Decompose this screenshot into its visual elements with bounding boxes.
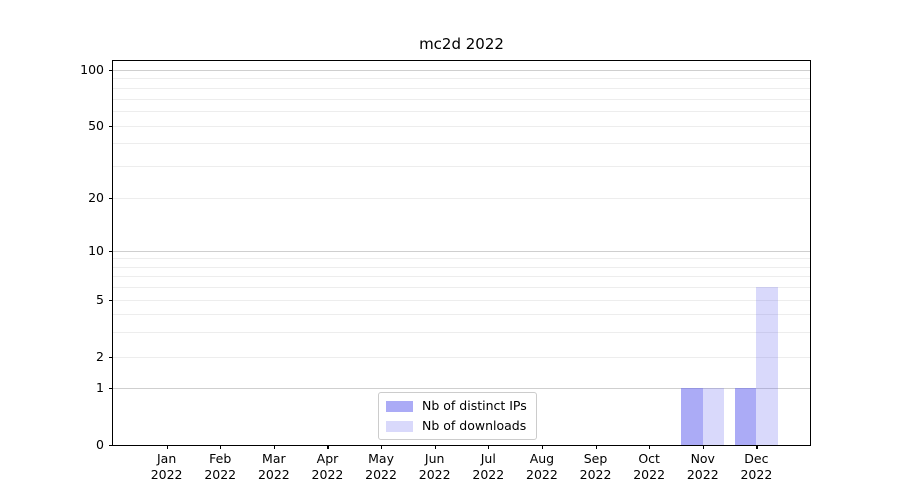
y-tick-mark-0 bbox=[109, 445, 113, 447]
gridline-minor-7 bbox=[112, 276, 810, 277]
x-tick-mark-oct bbox=[649, 445, 651, 449]
y-tick-label-1: 1 bbox=[96, 380, 104, 395]
y-tick-mark-5 bbox=[109, 300, 113, 302]
legend-entry-downloads: Nb of downloads bbox=[386, 419, 527, 433]
x-tick-mark-mar bbox=[273, 445, 276, 449]
chart-title: mc2d 2022 bbox=[419, 35, 504, 53]
bar-nb-of-downloads-dec bbox=[756, 286, 778, 445]
legend-entry-distinct-ips: Nb of distinct IPs bbox=[386, 399, 527, 413]
legend-swatch-distinct-ips-icon bbox=[386, 400, 413, 412]
x-tick-month: May bbox=[368, 451, 394, 466]
x-tick-label-aug: Aug 2022 bbox=[514, 451, 570, 482]
legend-label-distinct-ips: Nb of distinct IPs bbox=[422, 398, 527, 413]
x-tick-year: 2022 bbox=[740, 466, 773, 482]
gridline-minor-40 bbox=[112, 143, 810, 145]
y-tick-label-0: 0 bbox=[96, 437, 104, 452]
x-tick-year: 2022 bbox=[579, 466, 612, 482]
x-tick-month: Jan bbox=[156, 451, 177, 466]
x-tick-mark-aug bbox=[541, 445, 544, 449]
y-tick-mark-10 bbox=[109, 251, 113, 253]
gridline-minor-30 bbox=[112, 165, 810, 167]
x-tick-label-jul: Jul 2022 bbox=[460, 451, 516, 482]
gridline-major-100 bbox=[112, 69, 810, 71]
y-tick-label-20: 20 bbox=[88, 190, 104, 205]
x-tick-month: Dec bbox=[744, 451, 769, 466]
y-tick-mark-20 bbox=[109, 198, 113, 200]
x-tick-label-jun: Jun 2022 bbox=[407, 451, 463, 482]
x-tick-mark-apr bbox=[327, 445, 329, 449]
x-tick-year: 2022 bbox=[526, 466, 558, 482]
gridline-minor-50 bbox=[112, 125, 810, 127]
x-tick-month: Nov bbox=[690, 451, 715, 466]
gridline-minor-8 bbox=[112, 266, 810, 268]
x-tick-label-jan: Jan 2022 bbox=[139, 451, 195, 482]
x-tick-label-dec: Dec 2022 bbox=[728, 451, 784, 482]
x-tick-year: 2022 bbox=[257, 466, 290, 482]
gridline-minor-60 bbox=[112, 111, 810, 113]
y-tick-label-50: 50 bbox=[88, 118, 104, 133]
legend-swatch-downloads-icon bbox=[386, 420, 413, 432]
x-tick-month: Sep bbox=[583, 451, 608, 466]
x-tick-mark-may bbox=[381, 445, 383, 449]
x-tick-label-may: May 2022 bbox=[353, 451, 409, 482]
x-tick-year: 2022 bbox=[204, 466, 237, 482]
x-tick-mark-jan bbox=[166, 445, 168, 449]
x-tick-month: Aug bbox=[529, 451, 555, 466]
legend: Nb of distinct IPs Nb of downloads bbox=[378, 392, 537, 440]
gridline-minor-80 bbox=[112, 87, 810, 89]
gridline-major-10 bbox=[112, 250, 810, 252]
x-tick-year: 2022 bbox=[686, 466, 719, 482]
gridline-minor-20 bbox=[112, 197, 810, 199]
y-tick-label-5: 5 bbox=[96, 292, 104, 307]
x-tick-mark-nov bbox=[702, 445, 704, 449]
y-tick-mark-1 bbox=[109, 388, 113, 390]
x-tick-mark-jun bbox=[434, 445, 436, 449]
x-tick-label-nov: Nov 2022 bbox=[675, 451, 731, 482]
gridline-minor-3 bbox=[112, 331, 810, 333]
y-tick-mark-100 bbox=[109, 70, 113, 72]
y-tick-mark-2 bbox=[109, 357, 113, 359]
gridline-minor-9 bbox=[112, 258, 810, 260]
gridline-minor-4 bbox=[112, 313, 810, 315]
x-tick-year: 2022 bbox=[472, 466, 505, 482]
bar-nb-of-downloads-nov bbox=[702, 387, 725, 445]
x-tick-month: Jul bbox=[480, 451, 496, 466]
x-tick-year: 2022 bbox=[311, 466, 344, 482]
x-tick-label-mar: Mar 2022 bbox=[246, 451, 302, 482]
x-tick-label-oct: Oct 2022 bbox=[621, 451, 677, 482]
x-tick-label-sep: Sep 2022 bbox=[568, 451, 624, 482]
x-tick-month: Apr bbox=[316, 451, 339, 466]
gridline-minor-2 bbox=[112, 356, 810, 358]
x-tick-mark-dec bbox=[756, 445, 758, 449]
x-tick-month: Mar bbox=[262, 451, 286, 466]
y-tick-label-10: 10 bbox=[88, 243, 104, 258]
x-tick-month: Jun bbox=[424, 451, 445, 466]
gridline-major-1 bbox=[112, 387, 810, 389]
legend-label-downloads: Nb of downloads bbox=[422, 418, 527, 433]
x-tick-mark-jul bbox=[488, 445, 490, 449]
x-tick-year: 2022 bbox=[150, 466, 183, 482]
bar-nb-of-distinct-ips-dec bbox=[734, 387, 757, 445]
x-tick-year: 2022 bbox=[633, 466, 666, 482]
gridline-minor-90 bbox=[112, 78, 810, 80]
gridline-minor-6 bbox=[112, 286, 810, 288]
y-tick-label-2: 2 bbox=[96, 349, 104, 364]
x-tick-year: 2022 bbox=[418, 466, 451, 482]
gridline-minor-5 bbox=[112, 299, 810, 301]
x-tick-label-apr: Apr 2022 bbox=[299, 451, 355, 482]
y-tick-label-100: 100 bbox=[80, 62, 104, 77]
bar-nb-of-distinct-ips-nov bbox=[680, 387, 703, 445]
x-tick-year: 2022 bbox=[365, 466, 397, 482]
x-tick-mark-feb bbox=[220, 445, 222, 449]
x-tick-label-feb: Feb 2022 bbox=[192, 451, 248, 482]
y-tick-mark-50 bbox=[109, 126, 113, 128]
x-tick-mark-sep bbox=[595, 445, 597, 449]
x-tick-month: Feb bbox=[209, 451, 232, 466]
gridline-minor-70 bbox=[112, 98, 810, 100]
x-tick-month: Oct bbox=[638, 451, 660, 466]
plot-area bbox=[111, 59, 811, 446]
